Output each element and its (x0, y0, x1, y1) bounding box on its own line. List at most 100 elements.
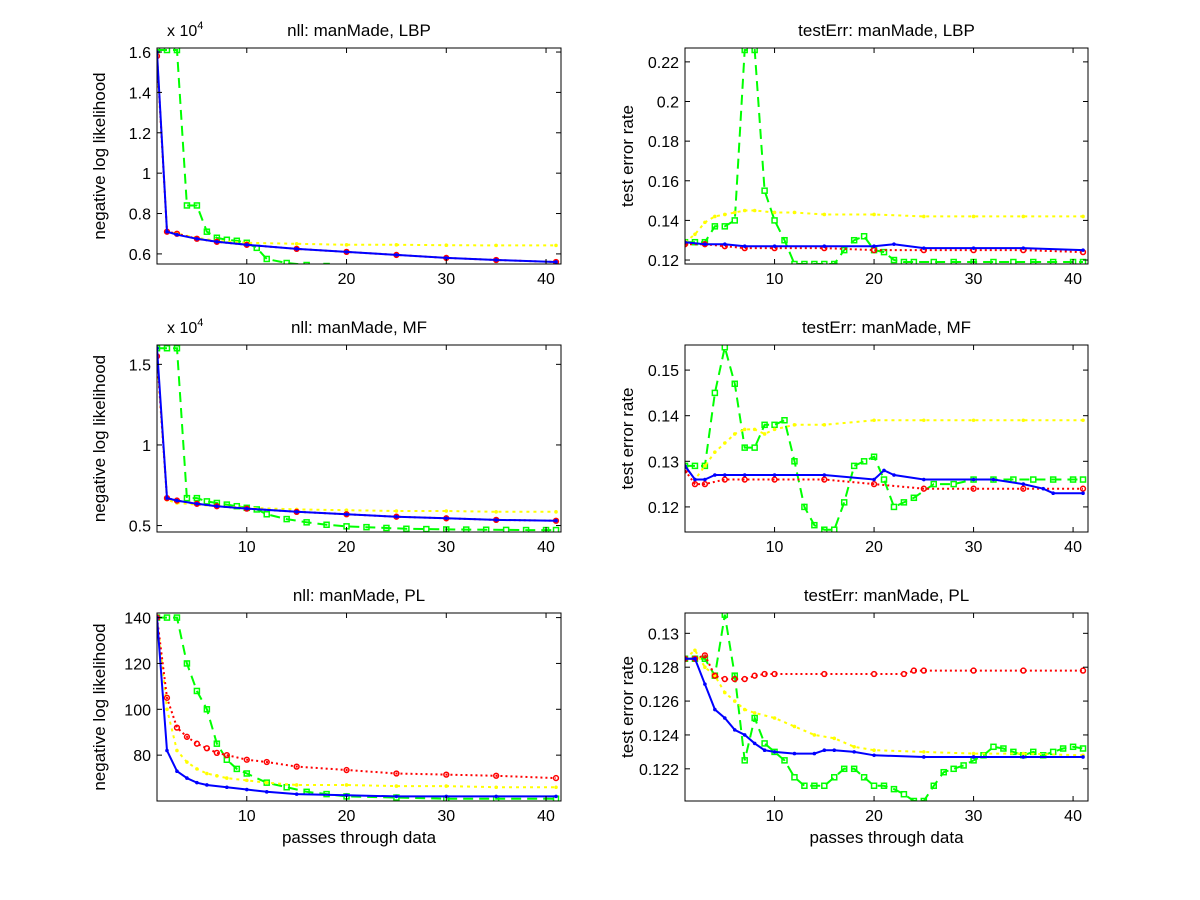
series-line-2 (685, 209, 1083, 243)
data-point (294, 242, 299, 246)
y-tick-label: 0.13 (648, 454, 679, 471)
x-tick-label: 30 (965, 271, 983, 288)
y-tick-label: 0.18 (648, 134, 679, 151)
data-point (394, 784, 399, 788)
data-point (751, 48, 758, 54)
data-point (872, 753, 876, 758)
data-point (852, 745, 856, 749)
data-point (703, 477, 707, 482)
data-point (741, 757, 748, 764)
data-point (971, 246, 976, 250)
data-point (1021, 755, 1026, 759)
data-point (554, 510, 558, 514)
data-point (175, 232, 179, 237)
data-point (950, 765, 957, 773)
data-point (703, 682, 707, 686)
data-point (157, 345, 161, 352)
data-point (1059, 745, 1067, 752)
data-point (344, 243, 349, 247)
x-tick-label: 10 (238, 539, 256, 556)
data-point (721, 345, 729, 351)
data-point (383, 524, 390, 532)
data-point (811, 260, 818, 264)
series-group (685, 345, 1087, 532)
data-point (821, 782, 828, 790)
data-point (821, 670, 828, 678)
data-point (552, 526, 560, 532)
data-point (244, 506, 249, 511)
x-tick-label: 10 (766, 539, 784, 556)
data-point (850, 236, 858, 244)
data-point (1079, 745, 1087, 752)
data-point (165, 707, 169, 712)
data-point (801, 782, 808, 790)
data-point (872, 748, 876, 752)
y-axis-label: test error rate (618, 387, 637, 489)
data-point (493, 772, 500, 779)
data-point (723, 690, 727, 695)
data-point (215, 504, 219, 509)
data-point (1079, 476, 1087, 483)
data-point (732, 699, 737, 703)
data-point (832, 736, 837, 741)
data-point (741, 48, 748, 54)
data-point (812, 733, 817, 737)
data-point (443, 771, 450, 778)
data-point (721, 613, 729, 618)
data-point (742, 208, 747, 213)
series-line-1 (685, 614, 1084, 801)
data-point (970, 485, 977, 492)
data-point (890, 785, 898, 793)
data-point (821, 476, 828, 483)
x-tick-label: 40 (1064, 808, 1082, 825)
data-point (554, 794, 558, 799)
data-point (693, 656, 697, 661)
series-line-4 (157, 51, 557, 263)
data-point (792, 724, 797, 729)
data-point (343, 766, 350, 774)
y-tick-label: 0.122 (639, 762, 679, 779)
series-line-4 (685, 657, 1083, 758)
data-point (742, 244, 747, 248)
data-point (920, 667, 927, 674)
data-point (1010, 258, 1017, 264)
data-point (185, 776, 189, 780)
data-point (1079, 485, 1087, 492)
data-point (1010, 748, 1017, 756)
data-point (175, 748, 179, 753)
data-point (494, 510, 498, 514)
y-tick-label: 0.8 (129, 207, 151, 224)
data-point (872, 212, 876, 217)
data-point (1081, 248, 1085, 252)
data-point (792, 423, 797, 427)
data-point (283, 783, 290, 791)
data-point (294, 510, 299, 514)
data-point (731, 217, 739, 224)
data-point (991, 477, 996, 482)
data-point (971, 751, 976, 756)
data-point (244, 778, 249, 783)
data-point (244, 787, 249, 792)
data-point (731, 380, 739, 388)
data-point (752, 711, 757, 715)
data-point (870, 453, 878, 460)
data-point (900, 499, 908, 506)
data-point (761, 740, 768, 747)
y-tick-label: 0.124 (639, 728, 679, 745)
data-point (870, 480, 878, 488)
data-point (423, 525, 430, 532)
data-point (761, 421, 768, 429)
y-tick-label: 0.126 (639, 694, 679, 711)
data-point (910, 667, 918, 674)
data-point (403, 525, 410, 532)
x-tick-label: 30 (965, 539, 983, 556)
data-point (263, 255, 270, 263)
series-line-4 (685, 241, 1084, 252)
data-point (195, 767, 199, 771)
data-point (524, 266, 529, 271)
data-point (1051, 491, 1055, 496)
data-point (323, 521, 330, 528)
data-point (163, 694, 171, 701)
data-point (723, 441, 727, 445)
y-axis-label: test error rate (618, 656, 637, 758)
